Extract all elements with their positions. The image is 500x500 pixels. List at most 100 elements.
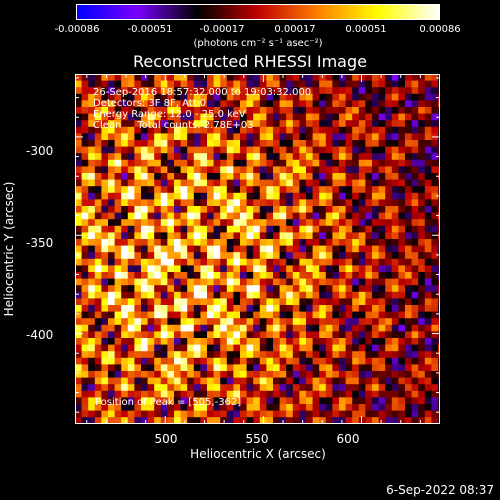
heatmap-cell [332, 291, 340, 299]
heatmap-cell [424, 278, 432, 286]
heatmap-cell [319, 80, 327, 88]
heatmap-cell [259, 133, 267, 141]
heatmap-cell [306, 159, 313, 167]
heatmap-cell [345, 166, 353, 174]
heatmap-cell [114, 258, 122, 266]
heatmap-cell [286, 120, 294, 128]
heatmap-cell [226, 74, 234, 81]
heatmap-cell [213, 272, 221, 279]
heatmap-cell [127, 417, 135, 424]
heatmap-cell [398, 239, 406, 246]
heatmap-cell [292, 390, 300, 398]
heatmap-cell [279, 120, 287, 128]
heatmap-cell [226, 232, 234, 240]
heatmap-cell [431, 146, 439, 154]
heatmap-cell [339, 298, 346, 306]
heatmap-cell [418, 146, 426, 154]
heatmap-cell [292, 120, 300, 128]
heatmap-cell [213, 404, 221, 411]
heatmap-cell [299, 153, 307, 161]
heatmap-cell [246, 133, 254, 141]
heatmap-cell [114, 199, 122, 207]
heatmap-cell [141, 212, 148, 220]
heatmap-cell [108, 285, 115, 293]
heatmap-cell [372, 219, 379, 227]
heatmap-cell [193, 113, 201, 121]
heatmap-cell [319, 206, 327, 213]
heatmap-cell [391, 153, 399, 161]
heatmap-cell [81, 291, 89, 299]
heatmap-cell [134, 153, 142, 161]
heatmap-cell [332, 311, 340, 319]
heatmap-cell [200, 298, 208, 306]
heatmap-cell [187, 199, 195, 207]
heatmap-cell [259, 265, 267, 273]
heatmap-cell [108, 153, 115, 161]
heatmap-cell [391, 331, 399, 339]
heatmap-cell [365, 100, 373, 108]
heatmap-cell [325, 192, 333, 200]
heatmap-cell [81, 153, 89, 161]
heatmap-cell [319, 126, 327, 134]
heatmap-cell [154, 74, 162, 81]
heatmap-cell [372, 140, 379, 147]
heatmap-cell [339, 258, 346, 266]
heatmap-cell [240, 377, 247, 385]
heatmap-cell [273, 351, 280, 359]
heatmap-cell [108, 179, 115, 187]
heatmap-cell [259, 219, 267, 227]
heatmap-cell [306, 351, 313, 359]
heatmap-cell [101, 410, 109, 418]
heatmap-cell [180, 357, 188, 365]
heatmap-cell [88, 265, 96, 273]
heatmap-cell [266, 107, 274, 114]
heatmap-cell [259, 331, 267, 339]
heatmap-cell [405, 344, 412, 352]
heatmap-cell [180, 219, 188, 227]
heatmap-cell [121, 239, 129, 246]
heatmap-cell [94, 179, 102, 187]
heatmap-cell [220, 159, 228, 167]
heatmap-cell [75, 166, 82, 174]
heatmap-cell [187, 179, 195, 187]
heatmap-cell [345, 159, 353, 167]
heatmap-cell [292, 192, 300, 200]
heatmap-cell [101, 258, 109, 266]
heatmap-cell [312, 278, 320, 286]
heatmap-cell [193, 199, 201, 207]
heatmap-cell [174, 272, 181, 279]
heatmap-cell [273, 305, 280, 312]
heatmap-cell [325, 364, 333, 372]
heatmap-cell [405, 239, 412, 246]
heatmap-cell [266, 351, 274, 359]
heatmap-cell [167, 245, 175, 253]
heatmap-cell [108, 80, 115, 88]
heatmap-cell [193, 285, 201, 293]
heatmap-cell [411, 305, 419, 312]
heatmap-cell [88, 212, 96, 220]
heatmap-cell [286, 384, 294, 392]
heatmap-cell [424, 371, 432, 378]
heatmap-cell [108, 173, 115, 180]
heatmap-cell [187, 232, 195, 240]
heatmap-cell [141, 133, 148, 141]
heatmap-cell [259, 258, 267, 266]
heatmap-cell [226, 87, 234, 95]
heatmap-cell [233, 351, 241, 359]
heatmap-cell [200, 357, 208, 365]
heatmap-cell [372, 87, 379, 95]
heatmap-cell [418, 404, 426, 411]
heatmap-cell [213, 291, 221, 299]
heatmap-cell [378, 272, 386, 279]
heatmap-cell [299, 305, 307, 312]
heatmap-cell [266, 166, 274, 174]
heatmap-cell [108, 278, 115, 286]
heatmap-cell [75, 140, 82, 147]
heatmap-cell [424, 192, 432, 200]
heatmap-cell [352, 100, 360, 108]
heatmap-cell [101, 417, 109, 424]
heatmap-cell [220, 397, 228, 405]
heatmap-cell [200, 232, 208, 240]
heatmap-cell [200, 93, 208, 101]
heatmap-cell [200, 410, 208, 418]
